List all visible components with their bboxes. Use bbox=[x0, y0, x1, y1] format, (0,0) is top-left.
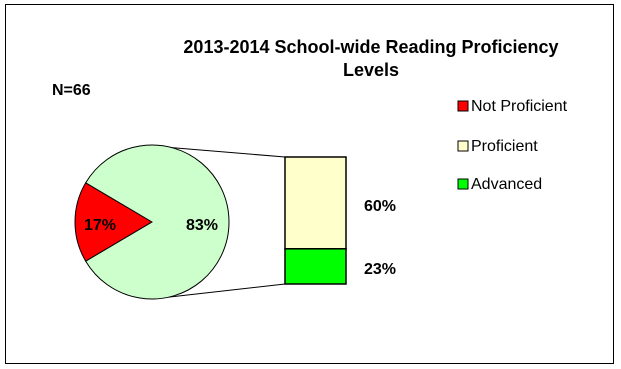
legend-label-proficient: Proficient bbox=[471, 138, 538, 155]
legend-label-advanced: Advanced bbox=[471, 176, 542, 193]
pie bbox=[74, 144, 230, 300]
chart-title-line-2: Levels bbox=[343, 60, 399, 80]
pie-slice-not-proficient bbox=[74, 182, 153, 262]
legend-swatch-not-proficient bbox=[457, 100, 469, 112]
pie-slice-proficient-advanced bbox=[85, 144, 230, 300]
bar-label-advanced: 23% bbox=[364, 261, 396, 278]
legend-swatch-proficient bbox=[457, 140, 469, 152]
chart-title-line-1: 2013-2014 School-wide Reading Proficienc… bbox=[183, 37, 558, 57]
connector-line-bottom bbox=[151, 283, 286, 300]
bar-segment-advanced bbox=[284, 248, 347, 285]
bar-label-proficient: 60% bbox=[364, 198, 396, 215]
chart-svg: 2013-2014 School-wide Reading Proficienc… bbox=[52, 37, 568, 300]
stacked-bar bbox=[284, 156, 347, 285]
legend: Not Proficient Proficient Advanced bbox=[457, 98, 568, 193]
chart-area: 2013-2014 School-wide Reading Proficienc… bbox=[5, 4, 614, 364]
pie-label-not-proficient: 17% bbox=[84, 217, 116, 234]
sample-size-annotation: N=66 bbox=[52, 82, 91, 99]
pie-label-proficient-advanced: 83% bbox=[186, 217, 218, 234]
legend-label-not-proficient: Not Proficient bbox=[471, 98, 568, 115]
legend-swatch-advanced bbox=[457, 178, 469, 190]
bar-segment-proficient bbox=[284, 156, 347, 250]
